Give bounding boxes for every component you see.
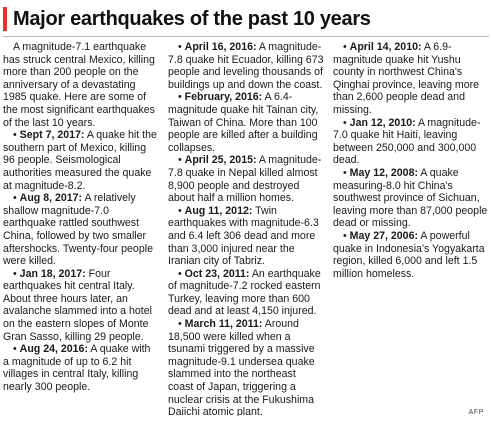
event-item: • Jan 12, 2010: A magnitude-7.0 quake hi… bbox=[333, 117, 489, 167]
header-divider bbox=[3, 36, 489, 37]
event-item: • April 25, 2015: A magnitude-7.8 quake … bbox=[168, 154, 324, 204]
bullet-glyph: • bbox=[343, 41, 347, 53]
event-date: April 16, 2016: bbox=[184, 41, 257, 53]
event-text: A quake with a magnitude of up to 6.2 hi… bbox=[3, 343, 151, 394]
event-date: February, 2016: bbox=[184, 91, 263, 104]
event-date: Jan 18, 2017: bbox=[19, 267, 86, 280]
bullet-glyph: • bbox=[13, 129, 17, 142]
event-date: Oct 23, 2011: bbox=[184, 267, 250, 280]
event-text: An earthquake of magnitude-7.2 rocked ea… bbox=[168, 267, 321, 318]
event-date: Aug 11, 2012: bbox=[184, 204, 253, 217]
event-text: A 6.9-magnitude quake hit Yushu county i… bbox=[333, 41, 480, 116]
event-date: May 12, 2008: bbox=[349, 166, 418, 179]
event-date: April 25, 2015: bbox=[184, 154, 257, 167]
event-date: April 14, 2010: bbox=[349, 41, 422, 53]
event-text: A quake hit the southern part of Mexico,… bbox=[3, 129, 157, 192]
event-date: May 27, 2006: bbox=[349, 229, 418, 242]
bullet-glyph: • bbox=[178, 154, 182, 167]
bullet-glyph: • bbox=[343, 116, 347, 129]
intro-paragraph: A magnitude-7.1 earthquake has struck ce… bbox=[3, 41, 155, 129]
event-date: Sept 7, 2017: bbox=[19, 129, 85, 142]
event-text: Four earthquakes hit central Italy. Abou… bbox=[3, 267, 152, 343]
event-item: • Oct 23, 2011: An earthquake of magnitu… bbox=[168, 268, 324, 318]
event-text: A magnitude-7.0 quake hit Haiti, leaving… bbox=[333, 116, 481, 167]
bullet-glyph: • bbox=[178, 41, 182, 53]
event-item: • February, 2016: A 6.4-magnitude quake … bbox=[168, 91, 324, 154]
event-item: • March 11, 2011: Around 18,500 were kil… bbox=[168, 318, 324, 416]
bullet-glyph: • bbox=[178, 91, 182, 104]
page-title: Major earthquakes of the past 10 years bbox=[13, 7, 371, 30]
column-3: • April 14, 2010: A 6.9-magnitude quake … bbox=[333, 41, 489, 416]
bullet-glyph: • bbox=[178, 318, 182, 331]
bullet-glyph: • bbox=[178, 267, 182, 280]
bullet-glyph: • bbox=[13, 267, 17, 280]
event-item: • Aug 24, 2016: A quake with a magnitude… bbox=[3, 343, 159, 393]
event-date: March 11, 2011: bbox=[184, 318, 263, 331]
bullet-glyph: • bbox=[13, 343, 17, 356]
accent-bar bbox=[3, 7, 7, 31]
event-text: A 6.4-magnitude quake hit Tainan city, T… bbox=[168, 91, 319, 154]
column-1: A magnitude-7.1 earthquake has struck ce… bbox=[3, 41, 159, 416]
event-item: • April 16, 2016: A magnitude-7.8 quake … bbox=[168, 41, 324, 91]
event-item: • Aug 11, 2012: Twin earthquakes with ma… bbox=[168, 205, 324, 268]
source-credit: AFP bbox=[468, 409, 484, 416]
event-item: • May 27, 2006: A powerful quake in Indo… bbox=[333, 230, 489, 280]
event-text: A relatively shallow magnitude-7.0 earth… bbox=[3, 192, 153, 268]
column-2: • April 16, 2016: A magnitude-7.8 quake … bbox=[168, 41, 324, 416]
event-text: A quake measuring-8.0 hit China's southw… bbox=[333, 166, 488, 230]
event-date: Jan 12, 2010: bbox=[349, 116, 416, 129]
article-body: A magnitude-7.1 earthquake has struck ce… bbox=[3, 41, 489, 416]
event-text: A powerful quake in Indonesia's Yogyakar… bbox=[333, 229, 485, 280]
bullet-glyph: • bbox=[343, 229, 347, 242]
bullet-glyph: • bbox=[178, 204, 182, 217]
event-date: Aug 24, 2016: bbox=[19, 343, 88, 356]
event-item: • Sept 7, 2017: A quake hit the southern… bbox=[3, 129, 159, 192]
bullet-glyph: • bbox=[13, 192, 17, 205]
event-text: Twin earthquakes with magnitude-6.3 and … bbox=[168, 204, 319, 268]
header: Major earthquakes of the past 10 years bbox=[3, 3, 489, 35]
event-text: Around 18,500 were killed when a tsunami… bbox=[168, 318, 315, 416]
event-item: • Aug 8, 2017: A relatively shallow magn… bbox=[3, 192, 159, 268]
event-text: A magnitude-7.8 quake hit Ecuador, killi… bbox=[168, 41, 324, 91]
event-item: • Jan 18, 2017: Four earthquakes hit cen… bbox=[3, 268, 159, 344]
event-item: • May 12, 2008: A quake measuring-8.0 hi… bbox=[333, 167, 489, 230]
event-date: Aug 8, 2017: bbox=[19, 192, 83, 205]
bullet-glyph: • bbox=[343, 166, 347, 179]
event-item: • April 14, 2010: A 6.9-magnitude quake … bbox=[333, 41, 489, 117]
event-text: A magnitude-7.8 quake in Nepal killed al… bbox=[168, 154, 322, 205]
